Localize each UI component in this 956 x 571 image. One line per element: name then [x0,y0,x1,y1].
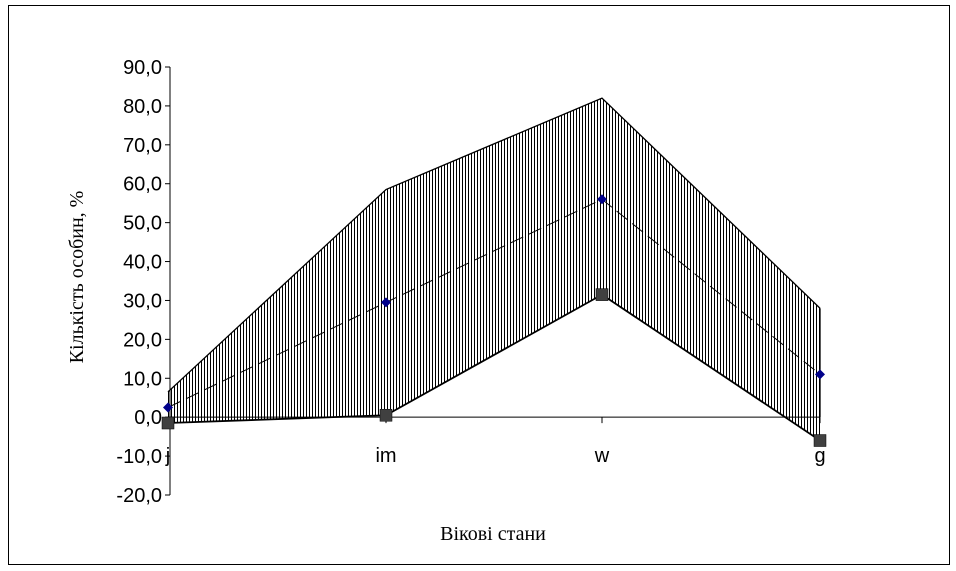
y-tick-label: 40,0 [123,252,162,274]
y-tick-label: 20,0 [123,329,162,351]
hatched-band [168,98,820,441]
y-tick-label: 70,0 [123,135,162,157]
y-tick-label: 90,0 [123,57,162,79]
x-tick-label: g [814,445,825,467]
series-lower-line [167,293,821,442]
y-tick-label: 60,0 [123,174,162,196]
y-tick-label: 10,0 [123,368,162,390]
y-tick-label: 30,0 [123,290,162,312]
series-lower-point [161,416,175,430]
series-mean-point [163,402,173,413]
x-tick-label: im [375,445,396,467]
series-mean-point [597,194,607,205]
series-upper-line [167,97,821,393]
series-lower-point [813,434,827,447]
x-axis-title: Вікові стани [440,523,546,545]
y-tick-label: 50,0 [123,213,162,235]
x-tick-label: j [165,445,170,467]
series-mean-point [815,369,825,380]
y-tick-label: -10,0 [116,446,162,468]
series-lower-point [379,408,393,422]
y-tick-label: 0,0 [134,407,162,429]
series-mean-line [167,198,821,408]
y-tick-label: 80,0 [123,96,162,118]
x-tick-label: w [594,445,610,467]
y-axis-title: Кількість особин, % [66,191,88,364]
series-mean-point [381,297,391,308]
y-tick-label: -20,0 [116,485,162,507]
series-lower-point [595,288,609,301]
